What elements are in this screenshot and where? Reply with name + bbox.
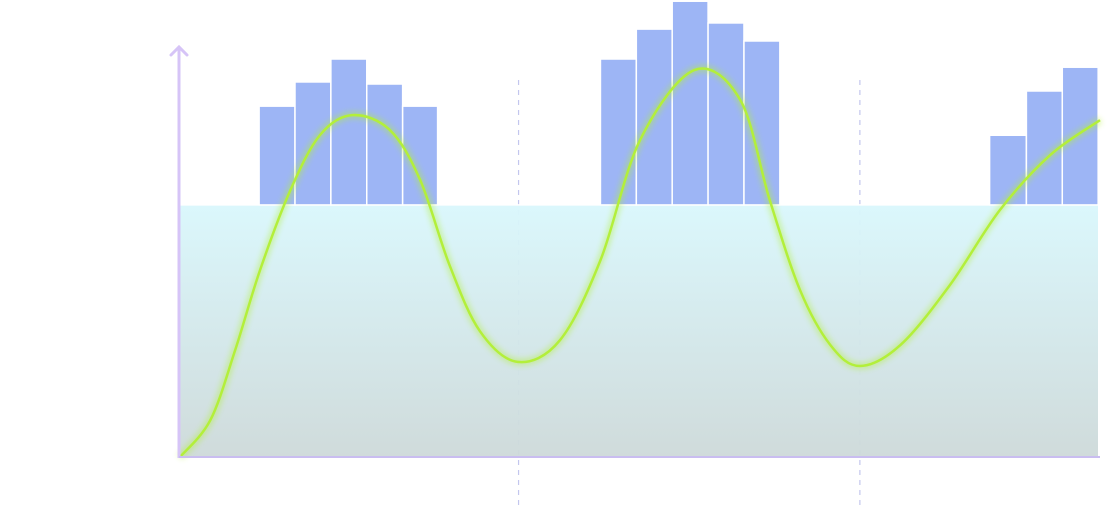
- bar: [671, 0, 709, 206]
- bar: [330, 58, 368, 206]
- bar: [366, 83, 404, 206]
- bar: [599, 58, 638, 206]
- bar: [988, 134, 1028, 206]
- water-area: [179, 204, 1098, 457]
- bar: [1061, 66, 1099, 206]
- area: [179, 204, 1098, 457]
- axes: [169, 44, 1100, 458]
- axis-arrow: [169, 44, 189, 57]
- lines: [177, 65, 1103, 460]
- bar: [707, 22, 745, 206]
- line: [179, 67, 1101, 458]
- bars: [258, 0, 1099, 206]
